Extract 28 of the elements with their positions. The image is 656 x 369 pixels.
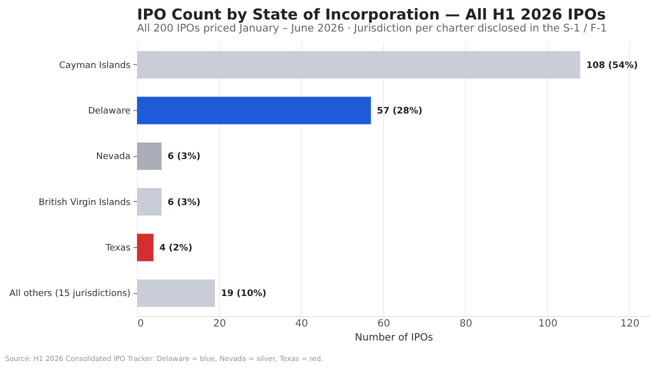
data-label: 4 (2%): [159, 244, 192, 254]
x-tick-label: 20: [213, 318, 226, 330]
data-label: 6 (3%): [168, 198, 201, 208]
y-tick-label: Texas: [104, 244, 131, 254]
x-tick-label: 0: [138, 318, 144, 330]
bar: [137, 51, 580, 79]
bar: [137, 96, 371, 124]
data-label: 57 (28%): [376, 106, 422, 116]
x-tick-label: 80: [459, 318, 472, 330]
data-label: 6 (3%): [168, 152, 201, 162]
x-tick-label: 120: [620, 318, 640, 330]
bar: [137, 279, 215, 307]
bar: [137, 188, 162, 216]
bar: [137, 142, 162, 170]
y-tick-label: Cayman Islands: [59, 60, 131, 71]
data-label: 108 (54%): [586, 60, 638, 71]
data-label: 19 (10%): [220, 289, 266, 300]
x-tick-label: 60: [377, 318, 390, 330]
y-tick-label: Delaware: [88, 106, 131, 116]
x-tick-label: 40: [295, 318, 308, 330]
y-tick-label: British Virgin Islands: [38, 198, 131, 208]
chart-title: IPO Count by State of Incorporation — All H1 2026 IPOs: [137, 6, 606, 24]
x-tick-label: 100: [538, 318, 558, 330]
y-tick-label: Nevada: [96, 152, 130, 162]
x-axis-title: Number of IPOs: [354, 332, 434, 344]
chart-subtitle: All 200 IPOs priced January – June 2026 · Jurisdiction per charter disclosed in the S-1 / F-1: [137, 22, 607, 34]
y-tick-label: All others (15 jurisdictions): [9, 289, 130, 300]
bar: [137, 234, 154, 262]
